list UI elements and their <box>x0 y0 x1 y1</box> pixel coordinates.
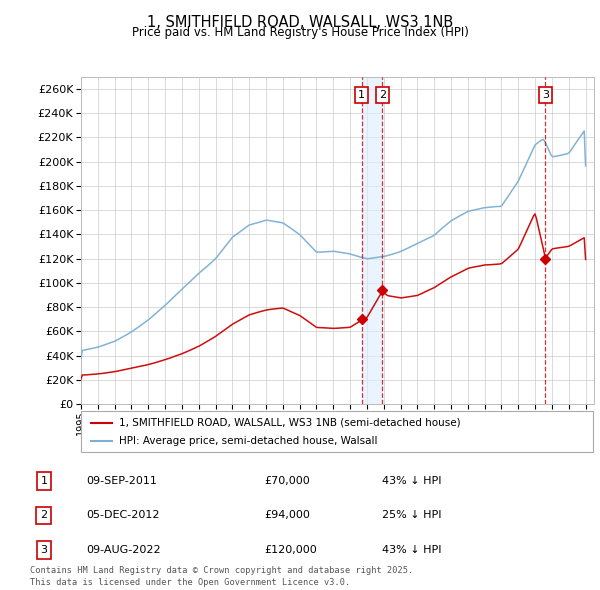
Text: £94,000: £94,000 <box>265 510 310 520</box>
Text: 43% ↓ HPI: 43% ↓ HPI <box>382 476 441 486</box>
Text: £120,000: £120,000 <box>265 545 317 555</box>
Text: HPI: Average price, semi-detached house, Walsall: HPI: Average price, semi-detached house,… <box>119 436 378 446</box>
Text: Price paid vs. HM Land Registry's House Price Index (HPI): Price paid vs. HM Land Registry's House … <box>131 26 469 39</box>
Text: Contains HM Land Registry data © Crown copyright and database right 2025.
This d: Contains HM Land Registry data © Crown c… <box>30 566 413 587</box>
Text: 43% ↓ HPI: 43% ↓ HPI <box>382 545 441 555</box>
Text: 2: 2 <box>40 510 47 520</box>
Bar <box>362 77 382 404</box>
FancyBboxPatch shape <box>81 411 593 453</box>
Text: 1, SMITHFIELD ROAD, WALSALL, WS3 1NB: 1, SMITHFIELD ROAD, WALSALL, WS3 1NB <box>147 15 453 30</box>
Text: 3: 3 <box>40 545 47 555</box>
Text: 09-SEP-2011: 09-SEP-2011 <box>86 476 157 486</box>
Text: 1, SMITHFIELD ROAD, WALSALL, WS3 1NB (semi-detached house): 1, SMITHFIELD ROAD, WALSALL, WS3 1NB (se… <box>119 418 461 428</box>
Text: 3: 3 <box>542 90 549 100</box>
Text: 1: 1 <box>40 476 47 486</box>
Text: 25% ↓ HPI: 25% ↓ HPI <box>382 510 441 520</box>
Text: 2: 2 <box>379 90 386 100</box>
Text: £70,000: £70,000 <box>265 476 310 486</box>
Text: 1: 1 <box>358 90 365 100</box>
Text: 09-AUG-2022: 09-AUG-2022 <box>86 545 160 555</box>
Text: 05-DEC-2012: 05-DEC-2012 <box>86 510 160 520</box>
